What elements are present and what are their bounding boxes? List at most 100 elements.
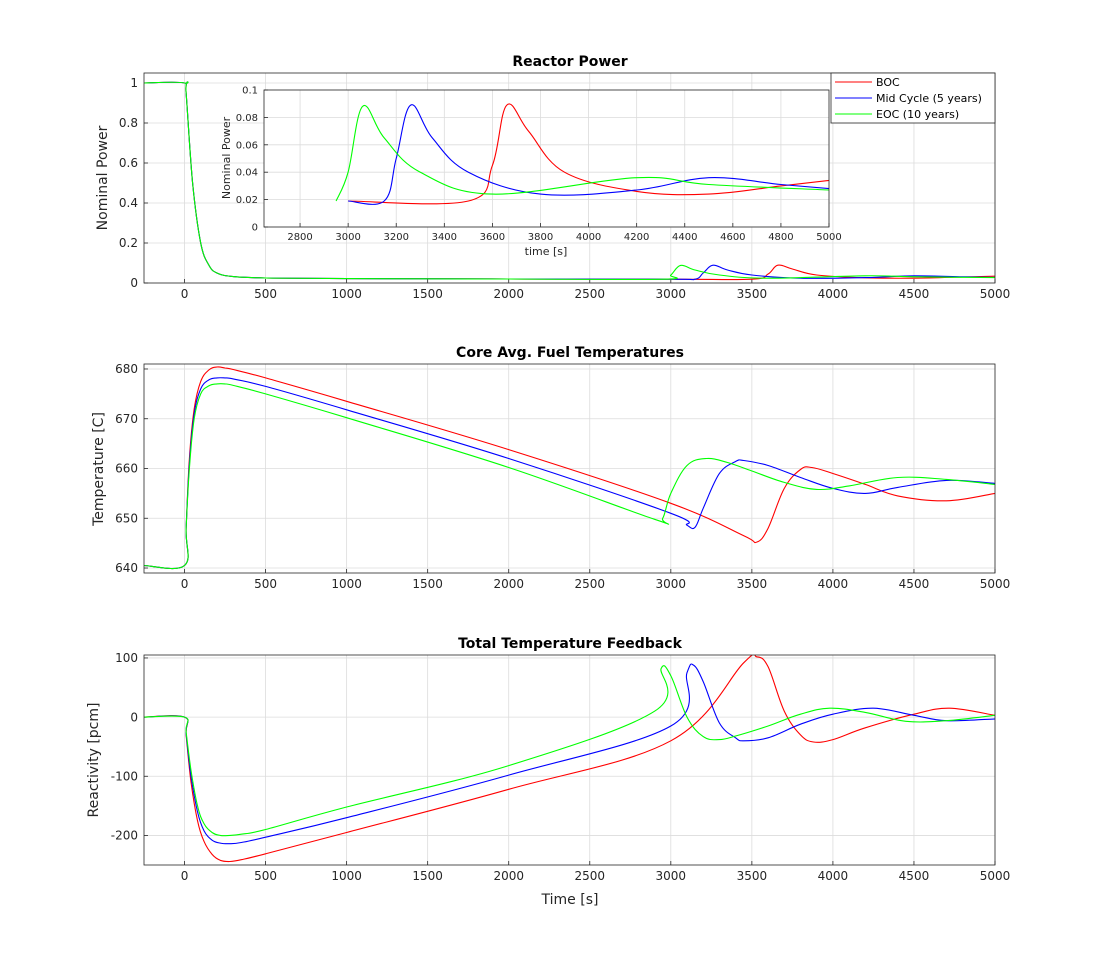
series-group <box>144 81 995 281</box>
y-tick-label: -100 <box>111 769 138 783</box>
x-tick-label: 2000 <box>493 577 524 591</box>
legend-label-boc: BOC <box>876 76 900 89</box>
x-tick-label: 2500 <box>574 577 605 591</box>
y-tick-label: 670 <box>115 412 138 426</box>
inset-y-axis-title: Nominal Power <box>220 116 233 199</box>
series-line-eoc-10-years <box>335 104 829 202</box>
series-line-mid-cycle-5-years <box>348 104 829 205</box>
x-tick-label: 2500 <box>574 287 605 301</box>
x-tick-label: 500 <box>254 577 277 591</box>
panel-title-temperature-feedback: Total Temperature Feedback <box>458 636 682 652</box>
series-line-eoc-10-years <box>144 665 995 837</box>
x-tick-label: 3600 <box>480 232 505 243</box>
x-tick-label: 3500 <box>737 287 768 301</box>
x-tick-label: 1000 <box>331 287 362 301</box>
panel-title-fuel-temperatures: Core Avg. Fuel Temperatures <box>456 345 684 361</box>
series-line-mid-cycle-5-years <box>144 663 995 845</box>
y-tick-label: 0.04 <box>236 168 258 179</box>
x-tick-label: 4000 <box>818 577 849 591</box>
series-line-boc <box>348 103 829 205</box>
x-tick-label: 4800 <box>768 232 793 243</box>
y-tick-label: -200 <box>111 829 138 843</box>
x-tick-label: 4000 <box>576 232 601 243</box>
x-tick-label: 1000 <box>331 577 362 591</box>
x-tick-label: 4600 <box>720 232 745 243</box>
y-tick-labels: 0 0.2 0.4 0.6 0.8 1 <box>119 76 138 290</box>
x-tick-label: 2500 <box>574 869 605 883</box>
x-tick-label: 5000 <box>980 287 1011 301</box>
x-tick-label: 3500 <box>737 869 768 883</box>
x-axis-title: Time [s] <box>541 892 599 908</box>
x-tick-label: 4500 <box>899 577 930 591</box>
x-tick-labels: 0 500 1000 1500 2000 2500 3000 3500 4000 4500 5000 <box>181 869 1011 883</box>
x-tick-label: 2800 <box>287 232 312 243</box>
grid <box>144 655 996 865</box>
y-tick-label: 1 <box>130 76 138 90</box>
y-axis-title: Nominal Power <box>95 125 111 230</box>
x-tick-label: 0 <box>181 869 189 883</box>
inset-x-axis-title: time [s] <box>525 245 568 258</box>
x-tick-label: 3800 <box>528 232 553 243</box>
x-tick-label: 5000 <box>980 869 1011 883</box>
y-tick-labels: 640 650 660 670 680 <box>115 362 138 575</box>
series-line-eoc-10-years <box>144 383 995 570</box>
y-tick-label: 660 <box>115 462 138 476</box>
y-tick-label: 0 <box>252 223 258 234</box>
x-tick-label: 500 <box>254 869 277 883</box>
y-tick-label: 0.6 <box>119 156 138 170</box>
x-tick-labels: 0 500 1000 1500 2000 2500 3000 3500 4000 4500 5000 <box>181 287 1011 301</box>
y-tick-label: 0.8 <box>119 116 138 130</box>
x-tick-label: 3200 <box>384 232 409 243</box>
y-tick-label: 0.06 <box>236 140 258 151</box>
x-tick-label: 4200 <box>624 232 649 243</box>
x-tick-label: 500 <box>254 287 277 301</box>
x-tick-label: 3000 <box>335 232 360 243</box>
x-tick-label: 5000 <box>816 232 841 243</box>
panel-temperature-feedback: Total Temperature Feedback 0 500 1000 1500 2… <box>86 636 1010 908</box>
inset-plot: 2800 3000 3200 3400 3600 3800 4000 4200 4400 4600… <box>220 86 842 259</box>
series-line-boc <box>144 366 995 570</box>
y-tick-label: 0.02 <box>236 195 258 206</box>
x-tick-label: 1500 <box>412 577 443 591</box>
grid <box>144 364 996 573</box>
y-tick-label: 0.2 <box>119 236 138 250</box>
x-tick-label: 0 <box>181 287 189 301</box>
legend: BOC Mid Cycle (5 years) EOC (10 years) <box>830 72 996 124</box>
x-tick-label: 3000 <box>656 869 687 883</box>
x-tick-label: 4400 <box>672 232 697 243</box>
y-tick-label: 0.4 <box>119 196 138 210</box>
inset-y-tick-labels: 0 0.02 0.04 0.06 0.08 0.1 <box>236 86 258 234</box>
x-tick-label: 4500 <box>899 287 930 301</box>
y-tick-labels: -200 -100 0 100 <box>111 651 138 842</box>
inset-x-tick-labels: 2800 3000 3200 3400 3600 3800 4000 4200 4400 4600… <box>287 232 841 243</box>
y-tick-label: 640 <box>115 561 138 575</box>
axes-frame <box>143 363 996 574</box>
y-tick-label: 0 <box>130 276 138 290</box>
x-tick-label: 0 <box>181 577 189 591</box>
axes-frame <box>143 72 996 284</box>
x-tick-label: 2000 <box>493 869 524 883</box>
legend-label-eoc: EOC (10 years) <box>876 108 959 121</box>
series-group <box>144 366 995 570</box>
series-line-mid-cycle-5-years <box>144 377 995 570</box>
x-tick-labels: 0 500 1000 1500 2000 2500 3000 3500 4000 4500 5000 <box>181 577 1011 591</box>
legend-label-mid-cycle: Mid Cycle (5 years) <box>876 92 982 105</box>
y-tick-label: 0.1 <box>242 86 258 97</box>
axes-frame <box>143 654 996 866</box>
y-tick-label: 100 <box>115 651 138 665</box>
inset-frame <box>263 89 830 228</box>
series-line-eoc-10-years <box>144 81 995 281</box>
series-line-boc <box>144 655 995 863</box>
x-tick-label: 3000 <box>656 287 687 301</box>
inset-series-group <box>335 103 829 205</box>
x-tick-label: 4000 <box>818 869 849 883</box>
y-tick-label: 0 <box>130 710 138 724</box>
x-tick-label: 3500 <box>737 577 768 591</box>
x-tick-label: 5000 <box>980 577 1011 591</box>
y-tick-label: 0.08 <box>236 113 258 124</box>
y-axis-title: Reactivity [pcm] <box>86 703 102 818</box>
x-tick-label: 4000 <box>818 287 849 301</box>
y-tick-label: 680 <box>115 362 138 376</box>
x-tick-label: 1000 <box>331 869 362 883</box>
x-tick-label: 1500 <box>412 287 443 301</box>
